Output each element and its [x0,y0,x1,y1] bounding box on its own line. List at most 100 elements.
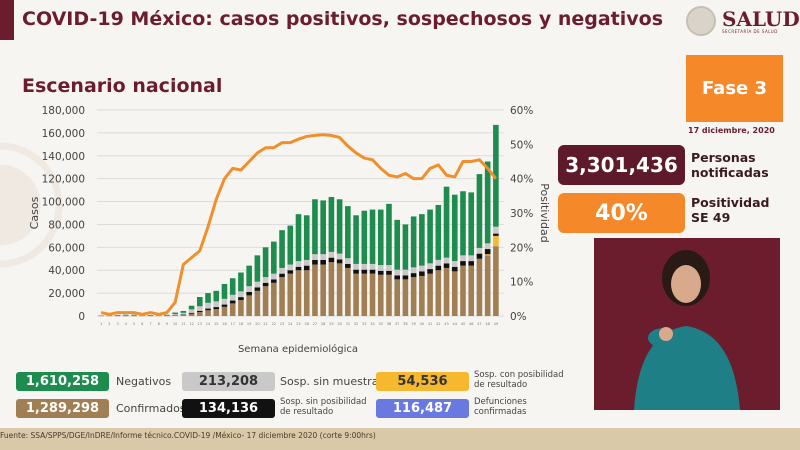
positivity-label-1: Positividad [691,195,770,210]
bar-segment [476,253,483,259]
bar-segment [451,194,458,262]
notified-value: 3,301,436 [558,145,685,185]
bar-segment [246,265,252,287]
bar-segment [271,282,277,316]
bar-segment [386,265,392,271]
x-tick-label: 37 [395,322,399,326]
bar-segment [468,261,475,266]
bar-segment [295,214,302,262]
bar-segment [493,226,499,234]
bar-segment [402,279,409,316]
bar-segment [287,273,294,316]
x-tick-label: 36 [387,322,391,326]
x-tick-label: 44 [453,322,458,326]
bar-segment [361,273,368,316]
x-tick-label: 40 [420,322,424,326]
positivity-value: 40% [558,193,685,233]
bar-segment [410,277,417,316]
bar-segment [312,264,318,316]
bar-segment [238,291,244,298]
bar-segment [402,224,409,270]
bar-segment [303,215,310,260]
bar-segment [229,303,236,316]
bar-segment [287,270,294,274]
x-tick-label: 6 [141,322,143,326]
bar-segment [427,273,433,316]
bar-segment [460,255,466,262]
x-tick-label: 15 [214,322,218,326]
bar-segment [361,269,368,274]
y2-tick-label: 40% [510,174,533,186]
x-tick-label: 21 [263,322,267,326]
x-tick-label: 11 [181,322,185,326]
x-tick-label: 25 [296,322,300,326]
bar-segment [451,271,458,316]
bar-segment [336,263,343,316]
bar-segment [320,200,326,255]
x-tick-label: 22 [272,322,276,326]
bar-segment [328,257,335,263]
x-tick-label: 31 [346,322,350,326]
bar-segment [172,314,178,316]
x-tick-label: 18 [239,322,243,326]
x-tick-label: 29 [329,322,333,326]
x-tick-label: 20 [255,322,259,326]
bar-segment [484,243,491,250]
y2-tick-label: 50% [510,139,533,151]
x-tick-label: 45 [461,322,465,326]
chart-subtitle: Escenario nacional [22,75,223,97]
bar-segment [254,290,261,316]
bar-segment [402,269,409,276]
bar-segment [229,294,236,301]
x-axis-label: Semana epidemiológica [238,343,358,355]
bar-segment [493,235,499,247]
x-tick-label: 49 [494,322,498,326]
bar-segment [345,267,351,316]
bar-segment [345,258,351,264]
bar-segment [262,286,269,316]
interpreter-figure [634,250,740,410]
bar-segment [451,266,458,272]
bar-segment [312,254,318,260]
result-possible-value: 54,536 [376,372,469,391]
bar-segment [271,241,277,274]
bar-segment [188,312,195,314]
bar-segment [114,314,121,316]
cases-chart: 0 20,000 40,000 60,000 80,000 100,000 120,000 1… [28,105,551,355]
x-tick-label: 1 [100,322,102,326]
bar-segment [180,310,187,313]
bar-segment [443,263,450,268]
bar-segment [468,255,475,262]
y-tick-label: 20,000 [48,288,85,300]
bar-segment [419,271,425,276]
bar-segment [303,259,310,266]
deaths-value: 116,487 [376,399,469,418]
bar-segment [476,258,483,316]
bar-segment [345,206,351,259]
bar-segment [460,265,466,316]
bar-segment [320,254,326,260]
no-sample-value: 213,208 [182,372,275,391]
bar-segment [320,264,326,316]
bar-segment [197,311,203,316]
positivity-label-2: SE 49 [691,210,731,225]
bar-segment [394,269,400,276]
deaths-label: Defunciones confirmadas [474,397,527,417]
no-result-possible-value: 134,136 [182,399,275,418]
bar-segment [246,286,252,292]
x-tick-label: 35 [379,322,383,326]
bar-segment [295,261,302,267]
bar-segment [205,308,211,311]
bar-segment [262,282,269,287]
no-sample-label: Sosp. sin muestra [280,375,379,388]
bar-segment [254,281,261,288]
phase-badge: Fase 3 [686,55,783,122]
bar-segment [484,249,491,255]
bar-segment [493,124,499,227]
y2-tick-label: 30% [510,208,533,220]
bar-segment [213,309,220,316]
y-tick-label: 0 [78,311,85,323]
bar-segment [271,273,277,280]
y2-tick-label: 0% [510,311,527,323]
bar-segment [443,267,450,316]
